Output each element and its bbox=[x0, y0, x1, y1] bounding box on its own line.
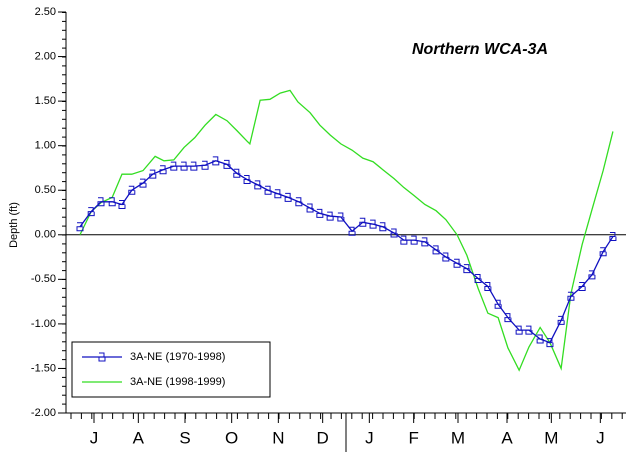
marker bbox=[504, 313, 512, 323]
marker bbox=[390, 228, 398, 238]
series-line bbox=[79, 160, 614, 344]
y-tick-label: 2.50 bbox=[35, 6, 56, 18]
marker bbox=[306, 203, 314, 213]
marker bbox=[295, 197, 303, 207]
marker bbox=[284, 192, 292, 202]
marker bbox=[337, 212, 345, 222]
marker bbox=[609, 232, 617, 242]
marker bbox=[254, 180, 262, 190]
marker bbox=[442, 252, 450, 262]
y-tick-label: 1.00 bbox=[35, 140, 56, 152]
marker bbox=[316, 208, 324, 218]
x-tick-label: F bbox=[408, 428, 418, 447]
y-tick-label: -1.00 bbox=[31, 318, 56, 330]
marker bbox=[599, 247, 607, 257]
x-tick-label: J bbox=[365, 428, 374, 447]
legend-label: 3A-NE (1970-1998) bbox=[130, 351, 225, 363]
series-line bbox=[79, 89, 614, 372]
marker bbox=[410, 235, 418, 245]
marker bbox=[139, 178, 147, 188]
marker bbox=[536, 334, 544, 344]
marker bbox=[264, 185, 272, 195]
marker bbox=[87, 207, 95, 217]
marker bbox=[567, 291, 575, 301]
marker bbox=[484, 281, 492, 291]
marker bbox=[588, 270, 596, 280]
x-tick-label: N bbox=[272, 428, 284, 447]
x-tick-label: M bbox=[451, 428, 465, 447]
y-tick-label: 1.50 bbox=[35, 95, 56, 107]
marker bbox=[326, 211, 334, 221]
marker bbox=[274, 189, 282, 199]
y-tick-label: -0.50 bbox=[31, 273, 56, 285]
x-tick-label: A bbox=[133, 428, 145, 447]
marker bbox=[97, 197, 105, 207]
marker bbox=[557, 315, 565, 325]
marker bbox=[379, 222, 387, 232]
marker bbox=[201, 160, 209, 170]
marker bbox=[212, 156, 220, 166]
marker bbox=[578, 281, 586, 291]
y-tick-label: 0.50 bbox=[35, 184, 56, 196]
marker bbox=[421, 237, 429, 247]
marker bbox=[180, 161, 188, 171]
marker bbox=[474, 273, 482, 283]
x-tick-label: O bbox=[225, 428, 238, 447]
marker bbox=[515, 325, 523, 335]
y-tick-label: 0.00 bbox=[35, 229, 56, 241]
x-tick-label: M bbox=[544, 428, 558, 447]
x-tick-label: A bbox=[501, 428, 513, 447]
marker bbox=[400, 235, 408, 245]
marker bbox=[546, 338, 554, 348]
x-tick-label: D bbox=[317, 428, 329, 447]
x-tick-label: J bbox=[90, 428, 99, 447]
marker bbox=[233, 168, 241, 178]
marker bbox=[359, 217, 367, 227]
marker bbox=[159, 165, 167, 175]
y-axis-label: Depth (ft) bbox=[8, 202, 20, 248]
marker bbox=[170, 161, 178, 171]
marker bbox=[118, 199, 126, 209]
marker bbox=[525, 325, 533, 335]
marker bbox=[348, 226, 356, 236]
marker bbox=[149, 169, 157, 179]
marker bbox=[98, 352, 106, 362]
y-tick-label: -2.00 bbox=[31, 407, 56, 419]
marker bbox=[128, 185, 136, 195]
legend-label: 3A-NE (1998-1999) bbox=[130, 376, 225, 388]
marker bbox=[108, 197, 116, 207]
x-tick-label: J bbox=[596, 428, 605, 447]
y-tick-label: -1.50 bbox=[31, 362, 56, 374]
marker bbox=[432, 245, 440, 255]
marker bbox=[223, 159, 231, 169]
marker bbox=[190, 161, 198, 171]
marker bbox=[453, 258, 461, 268]
marker bbox=[369, 219, 377, 229]
legend-box bbox=[71, 341, 271, 398]
chart-title: Northern WCA-3A bbox=[412, 41, 548, 58]
marker bbox=[243, 175, 251, 185]
marker bbox=[463, 264, 471, 274]
y-tick-label: 2.00 bbox=[35, 50, 56, 62]
x-tick-label: S bbox=[179, 428, 190, 447]
marker bbox=[76, 222, 84, 232]
marker bbox=[494, 299, 502, 309]
